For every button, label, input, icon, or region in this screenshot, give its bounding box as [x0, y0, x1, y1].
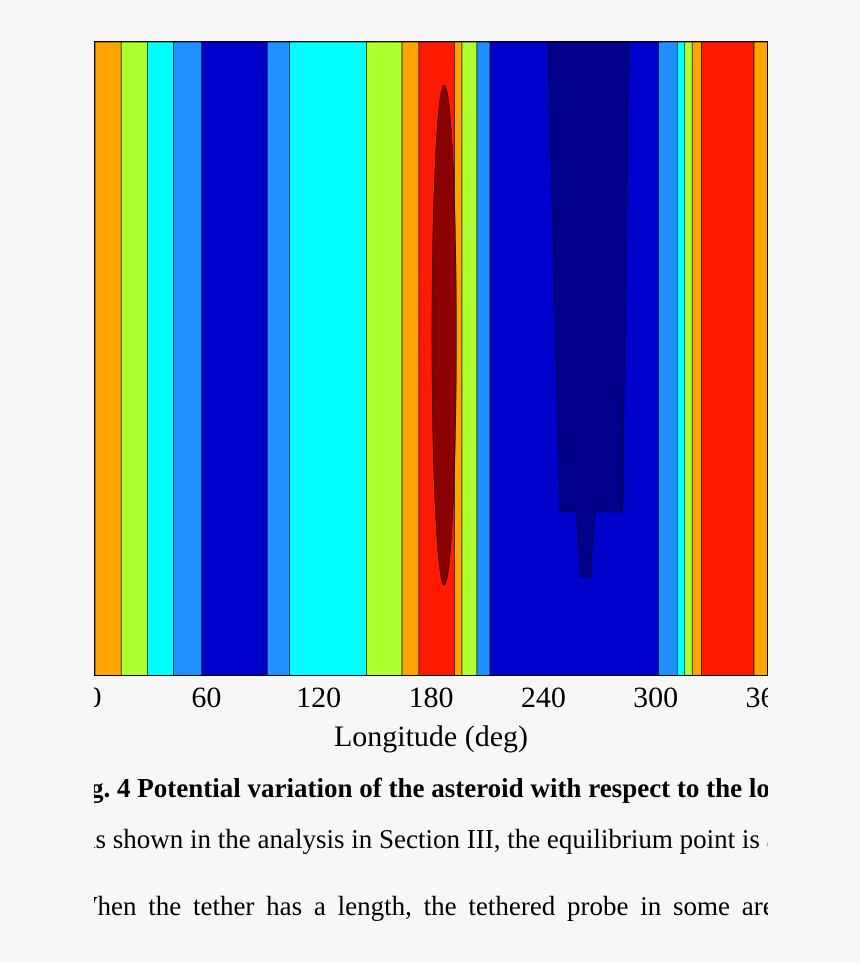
contour-band-2 [147, 42, 174, 675]
x-tick-label: 300 [633, 681, 679, 714]
contour-band-4 [201, 42, 268, 675]
contour-band-3 [173, 42, 203, 675]
contour-band-1 [120, 42, 148, 675]
contour-island-1 [547, 42, 629, 578]
contour-band-17 [691, 42, 702, 675]
contour-band-12 [476, 42, 491, 675]
x-tick-label: 180 [408, 681, 454, 714]
x-tick-label: 0 [94, 681, 102, 714]
figure-crop: 0 60 120 180 240 300 360 Longitude (deg) Fig. … [94, 0, 768, 962]
contour-band-7 [366, 42, 403, 675]
contour-plot-area [94, 41, 768, 676]
contour-band-18 [701, 42, 755, 675]
x-tick-label: 240 [520, 681, 566, 714]
contour-island-0 [431, 84, 457, 586]
contour-band-15 [676, 42, 686, 675]
contour-band-6 [289, 42, 367, 675]
x-tick-label: 360 [745, 681, 769, 714]
body-text-line-2: When the tether has a length, the tether… [94, 891, 768, 921]
contour-band-11 [461, 42, 478, 675]
x-tick-label: 60 [191, 681, 222, 714]
contour-band-0 [95, 42, 122, 675]
contour-band-16 [684, 42, 693, 675]
x-tick-label: 120 [296, 681, 342, 714]
contour-band-19 [753, 42, 767, 675]
contour-band-14 [658, 42, 678, 675]
contour-band-8 [401, 42, 420, 675]
contour-band-5 [266, 42, 291, 675]
contour-svg [95, 42, 767, 675]
x-axis-label: Longitude (deg) [333, 720, 529, 753]
body-text-line-1: As shown in the analysis in Section III,… [94, 824, 768, 854]
figure-caption: Fig. 4 Potential variation of the astero… [94, 773, 768, 803]
